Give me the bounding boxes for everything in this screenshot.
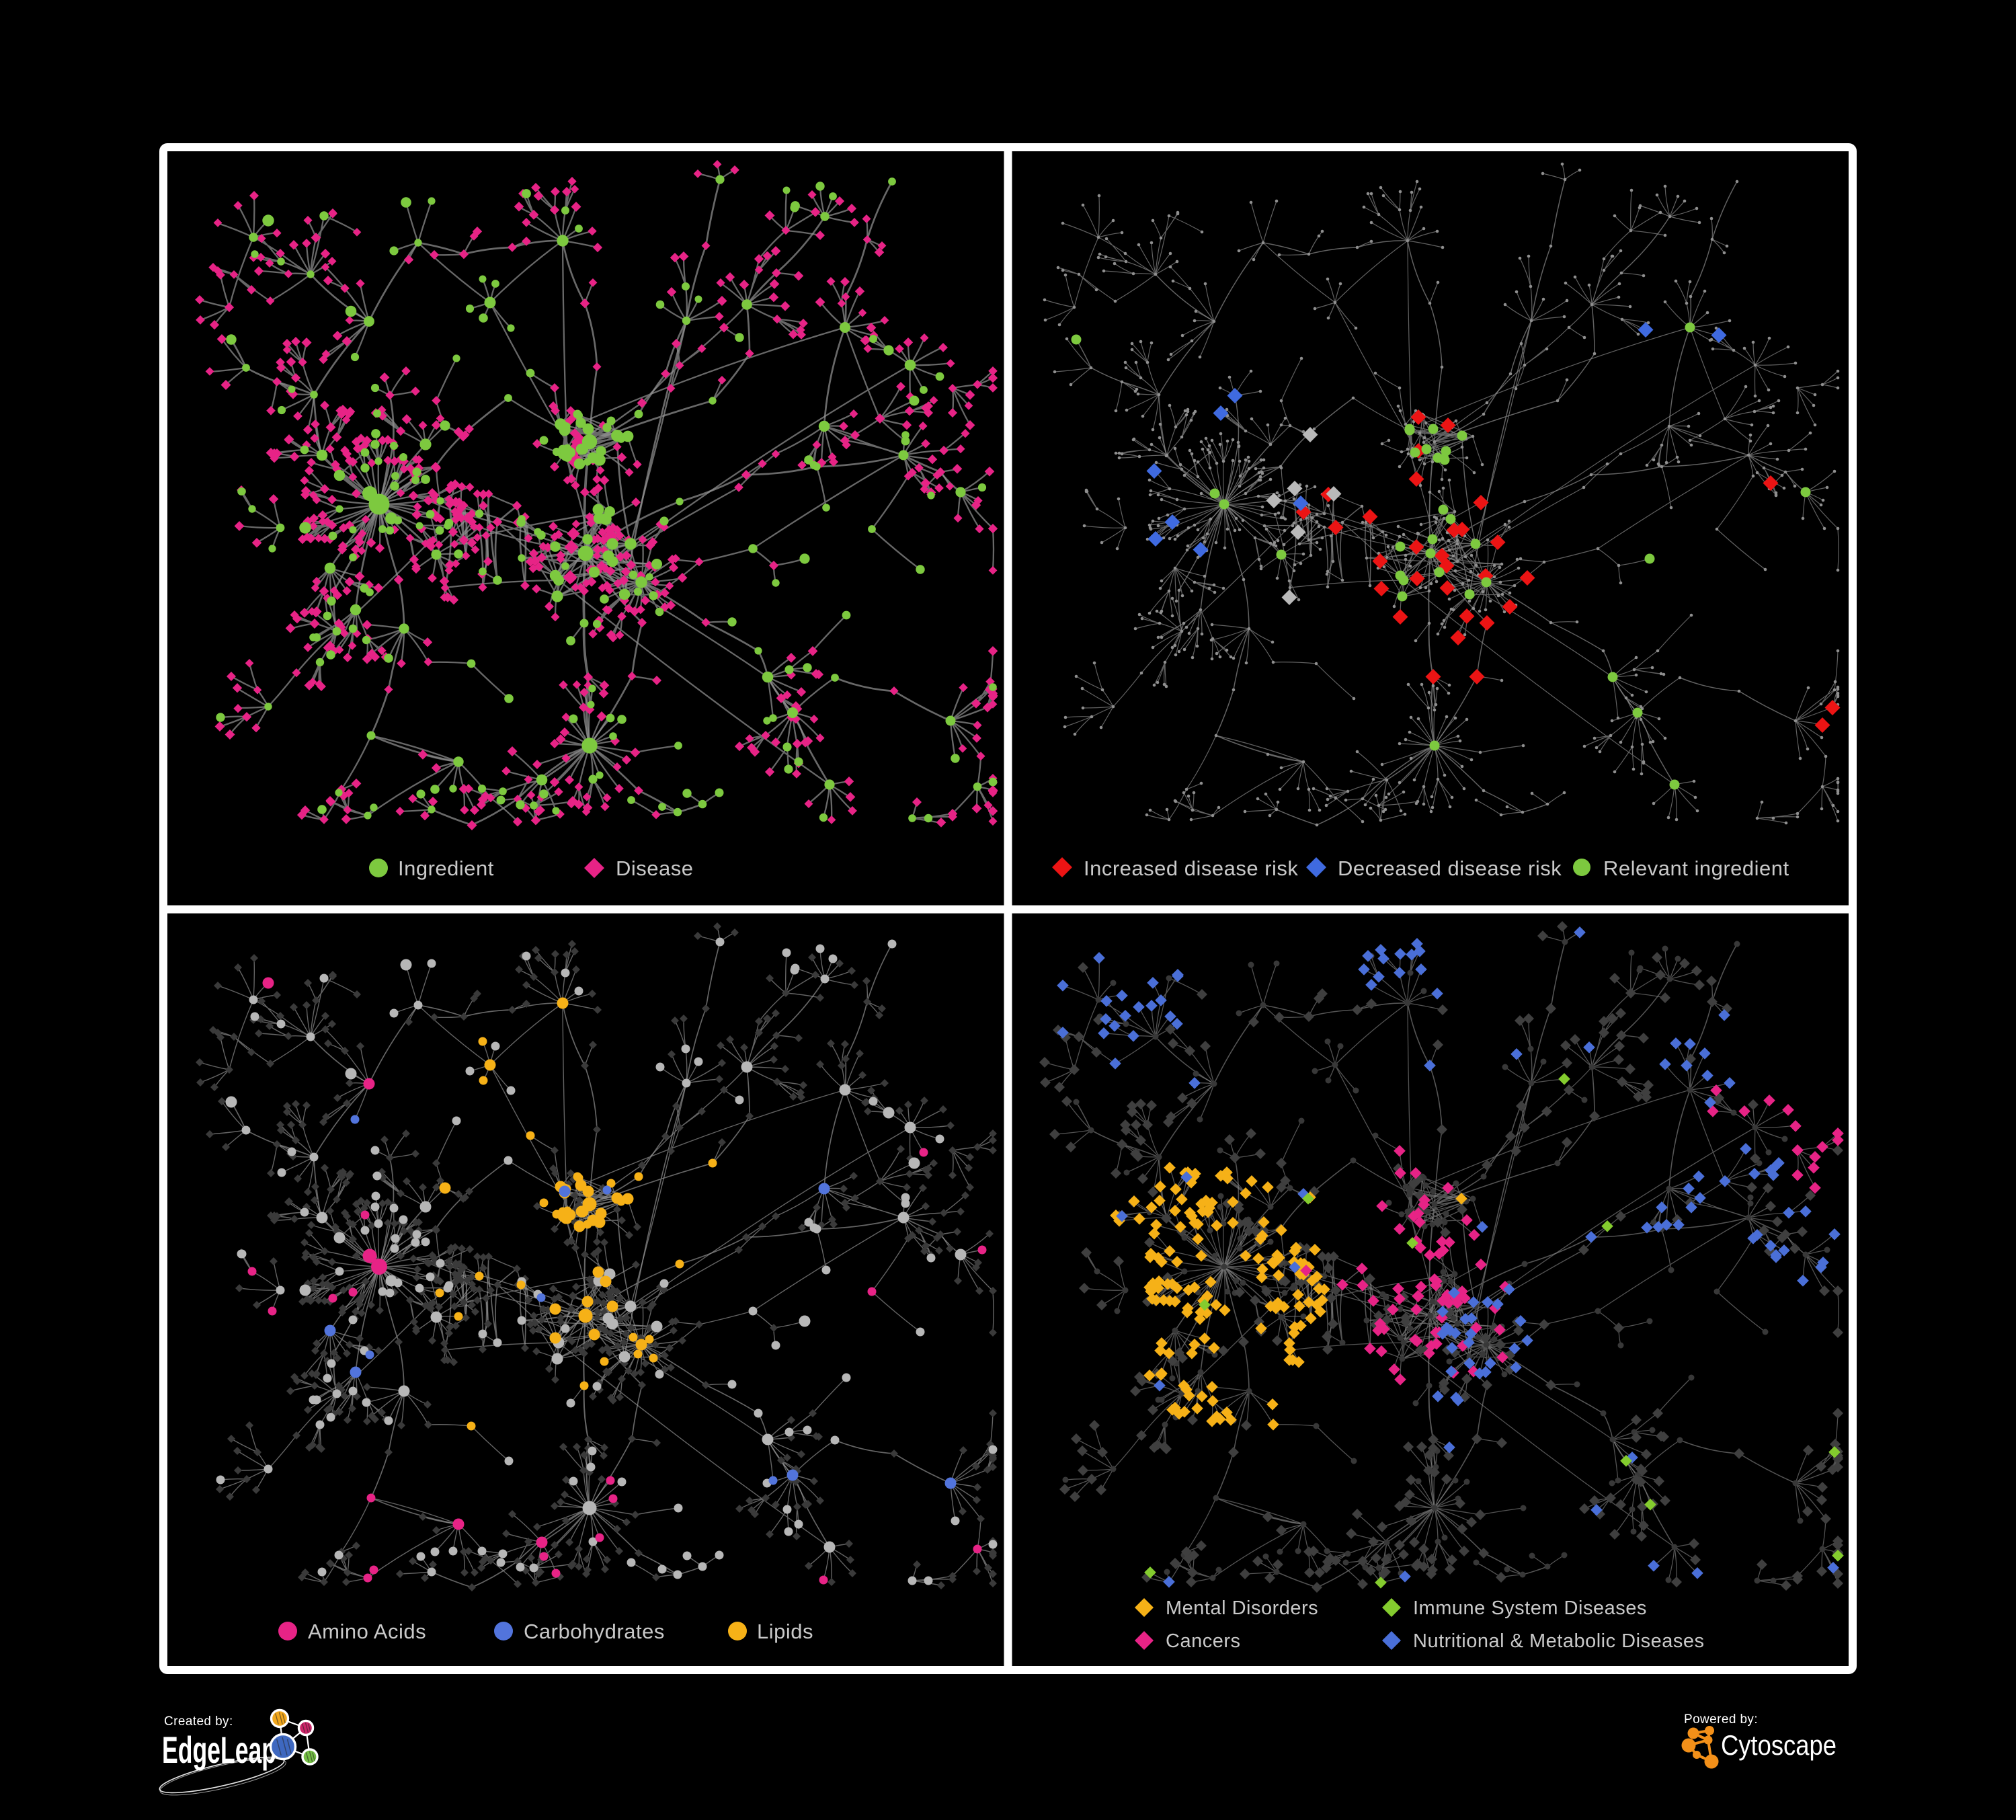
svg-text:Cytoscape: Cytoscape: [1721, 1729, 1837, 1761]
svg-text:Cancers: Cancers: [1166, 1630, 1241, 1652]
svg-text:EdgeLeap: EdgeLeap: [162, 1729, 276, 1771]
svg-text:Ingredient: Ingredient: [398, 857, 494, 880]
svg-text:Decreased disease risk: Decreased disease risk: [1338, 857, 1562, 880]
svg-text:Amino Acids: Amino Acids: [308, 1620, 426, 1643]
svg-text:Mental Disorders: Mental Disorders: [1166, 1597, 1318, 1619]
svg-text:Nutritional & Metabolic Diseas: Nutritional & Metabolic Diseases: [1413, 1630, 1704, 1652]
svg-text:Increased disease risk: Increased disease risk: [1084, 857, 1298, 880]
svg-text:Created by:: Created by:: [164, 1714, 233, 1729]
svg-text:Powered by:: Powered by:: [1684, 1712, 1758, 1727]
svg-text:Relevant ingredient: Relevant ingredient: [1603, 857, 1789, 880]
svg-text:Lipids: Lipids: [757, 1620, 813, 1643]
svg-text:Carbohydrates: Carbohydrates: [524, 1620, 665, 1643]
svg-text:Immune System Diseases: Immune System Diseases: [1413, 1597, 1647, 1619]
svg-text:Disease: Disease: [616, 857, 694, 880]
